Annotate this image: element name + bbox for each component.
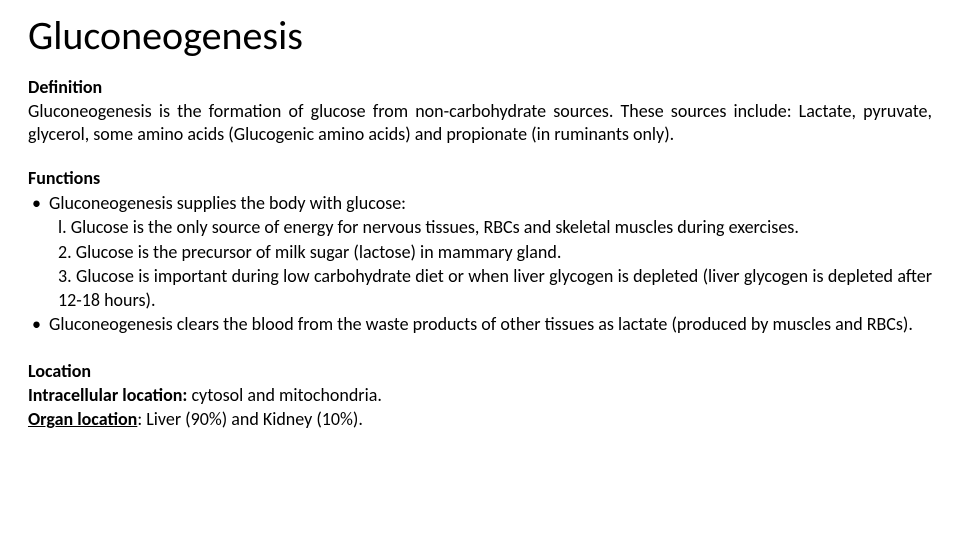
functions-sub-1: l. Glucose is the only source of energy … (28, 215, 932, 239)
functions-bullet-2: Gluconeogenesis clears the blood from th… (28, 312, 932, 336)
location-organ-label: Organ location (28, 408, 137, 430)
functions-bullet-1: Gluconeogenesis supplies the body with g… (28, 191, 932, 215)
location-intracellular: Intracellular location: cytosol and mito… (28, 383, 932, 407)
location-block: Location Intracellular location: cytosol… (28, 359, 932, 432)
location-intra-label: Intracellular location: (28, 384, 187, 406)
location-organ: Organ location: Liver (90%) and Kidney (… (28, 407, 932, 431)
definition-heading: Definition (28, 76, 932, 98)
functions-sub-2: 2. Glucose is the precursor of milk suga… (28, 240, 932, 264)
definition-text: Gluconeogenesis is the formation of gluc… (28, 100, 932, 145)
location-organ-value: : Liver (90%) and Kidney (10%). (137, 408, 363, 430)
functions-heading: Functions (28, 167, 932, 189)
location-intra-value: cytosol and mitochondria. (187, 384, 382, 406)
functions-sub-3: 3. Glucose is important during low carbo… (28, 264, 932, 313)
slide-title: Gluconeogenesis (28, 14, 932, 58)
location-heading: Location (28, 359, 932, 383)
slide: Gluconeogenesis Definition Gluconeogenes… (0, 0, 960, 540)
functions-block: Functions Gluconeogenesis supplies the b… (28, 167, 932, 337)
